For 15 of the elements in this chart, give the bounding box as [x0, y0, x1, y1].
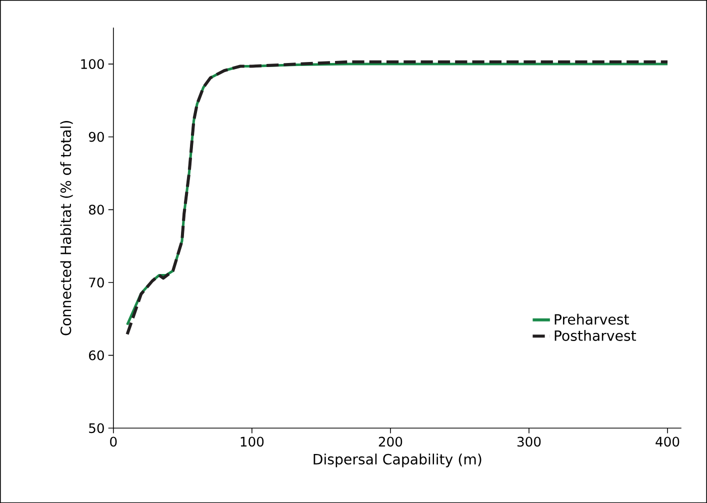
x-axis-title: Dispersal Capability (m): [314, 454, 482, 468]
y-tick-label: 60: [89, 350, 104, 360]
legend-label: Preharvest: [554, 314, 629, 325]
legend-label: Postharvest: [554, 330, 636, 341]
y-tick-label: 70: [89, 277, 104, 288]
x-tick-label: 100: [240, 436, 264, 447]
x-tick-label: 400: [656, 436, 680, 447]
y-tick-label: 90: [88, 132, 104, 142]
x-tick-label: 300: [517, 436, 541, 447]
x-tick-label: 0: [110, 436, 117, 447]
y-axis-title: Connected Habitat (% of total): [60, 120, 73, 336]
y-tick-label: 100: [81, 59, 104, 69]
x-tick-label: 200: [378, 436, 402, 447]
y-tick-label: 50: [89, 423, 104, 434]
y-tick-label: 80: [88, 204, 104, 215]
